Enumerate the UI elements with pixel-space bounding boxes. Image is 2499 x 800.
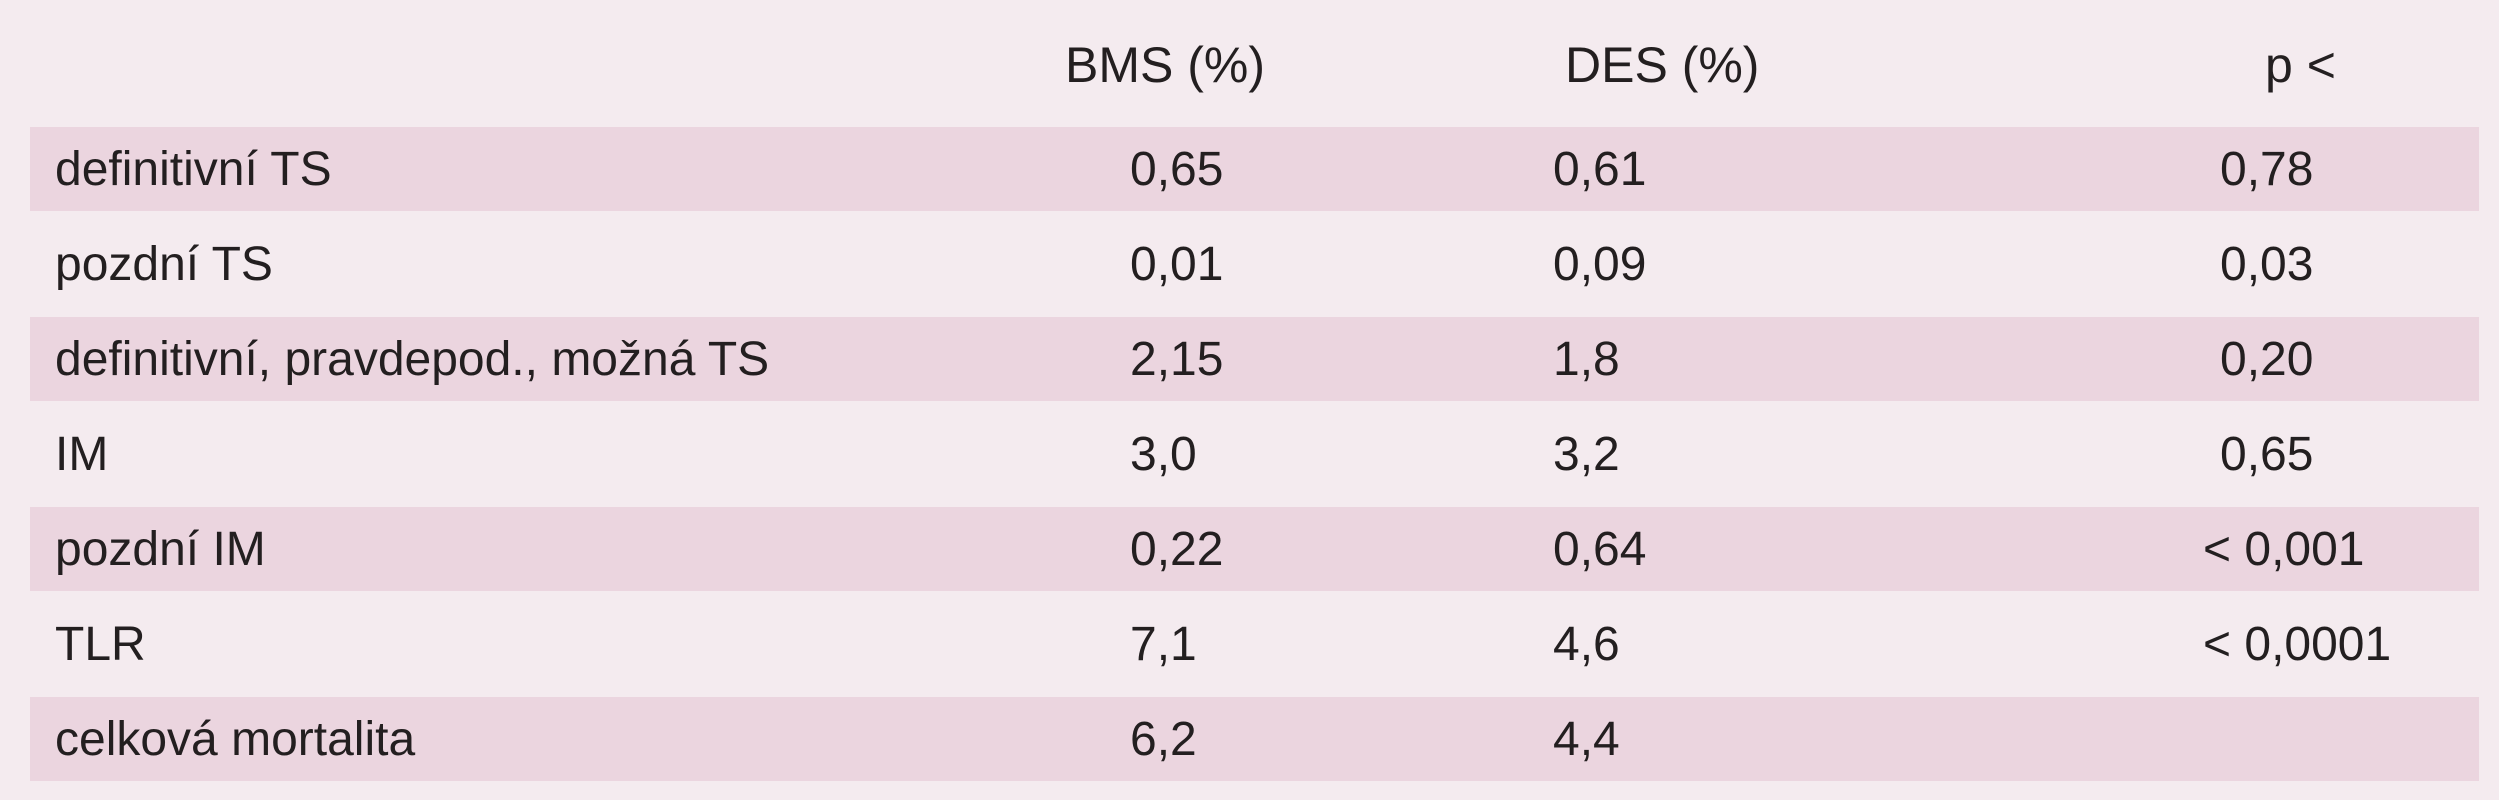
header-p-value: p < <box>2265 37 2336 93</box>
row-label: celková mortalita <box>30 686 990 781</box>
table-header: BMS (%) DES (%) p < <box>30 0 2479 124</box>
header-des: DES (%) <box>1565 37 1760 93</box>
p-value: 0,65 <box>2080 401 2479 496</box>
p-value: 0,03 <box>2080 211 2479 306</box>
table-row: pozdní IM 0,22 0,64 < 0,001 <box>30 496 2479 591</box>
p-value: < 0,001 <box>2080 496 2479 591</box>
header-row: BMS (%) DES (%) p < <box>30 0 2479 124</box>
header-label <box>30 0 990 124</box>
des-value: 3,2 <box>1490 401 2080 496</box>
header-bms: BMS (%) <box>1065 37 1265 93</box>
row-label: pozdní IM <box>30 496 990 591</box>
table-row: pozdní TS 0,01 0,09 0,03 <box>30 211 2479 306</box>
bms-value: 6,2 <box>990 686 1490 781</box>
results-table: BMS (%) DES (%) p < definitivní TS 0,65 … <box>30 0 2479 781</box>
table-row: definitivní, pravdepod., možná TS 2,15 1… <box>30 306 2479 401</box>
table-row: IM 3,0 3,2 0,65 <box>30 401 2479 496</box>
row-label: definitivní, pravdepod., možná TS <box>30 306 990 401</box>
des-value: 0,09 <box>1490 211 2080 306</box>
results-table-container: BMS (%) DES (%) p < definitivní TS 0,65 … <box>30 0 2479 781</box>
table-row: TLR 7,1 4,6 < 0,0001 <box>30 591 2479 686</box>
des-value: 0,64 <box>1490 496 2080 591</box>
row-label: TLR <box>30 591 990 686</box>
table-body: definitivní TS 0,65 0,61 0,78 pozdní TS … <box>30 124 2479 781</box>
bms-value: 3,0 <box>990 401 1490 496</box>
bms-value: 0,65 <box>990 124 1490 211</box>
bms-value: 7,1 <box>990 591 1490 686</box>
des-value: 4,4 <box>1490 686 2080 781</box>
row-label: pozdní TS <box>30 211 990 306</box>
bms-value: 0,22 <box>990 496 1490 591</box>
bms-value: 2,15 <box>990 306 1490 401</box>
p-value <box>2080 686 2479 781</box>
table-row: definitivní TS 0,65 0,61 0,78 <box>30 124 2479 211</box>
row-label: definitivní TS <box>30 124 990 211</box>
p-value: 0,78 <box>2080 124 2479 211</box>
des-value: 0,61 <box>1490 124 2080 211</box>
p-value: 0,20 <box>2080 306 2479 401</box>
row-label: IM <box>30 401 990 496</box>
des-value: 4,6 <box>1490 591 2080 686</box>
bms-value: 0,01 <box>990 211 1490 306</box>
des-value: 1,8 <box>1490 306 2080 401</box>
table-row: celková mortalita 6,2 4,4 <box>30 686 2479 781</box>
p-value: < 0,0001 <box>2080 591 2479 686</box>
